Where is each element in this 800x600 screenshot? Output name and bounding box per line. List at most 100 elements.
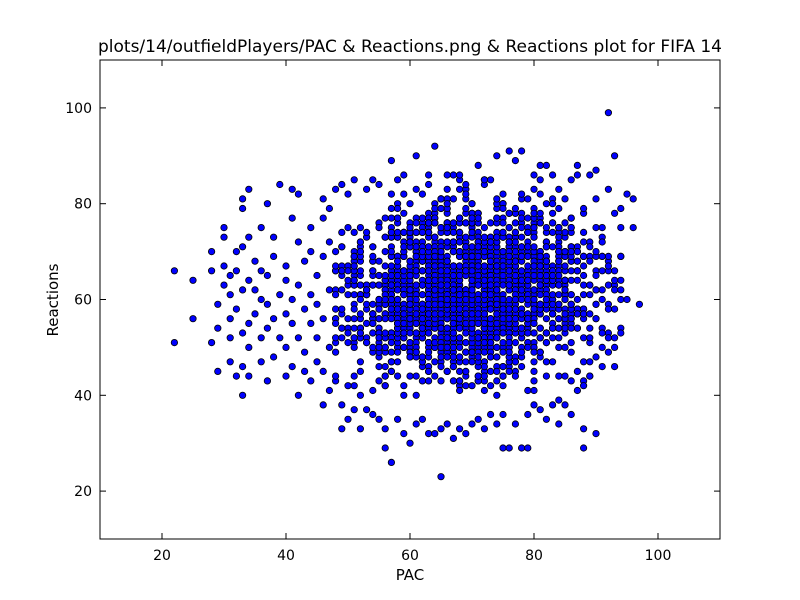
scatter-point xyxy=(232,305,240,313)
scatter-point xyxy=(276,291,284,299)
scatter-point xyxy=(530,209,538,217)
scatter-point xyxy=(424,377,433,385)
scatter-point xyxy=(462,310,470,318)
scatter-point xyxy=(356,367,364,375)
scatter-point xyxy=(536,219,544,227)
scatter-point xyxy=(542,338,551,347)
scatter-point xyxy=(586,291,594,299)
scatter-point xyxy=(387,315,395,323)
scatter-point xyxy=(586,171,594,179)
scatter-point xyxy=(350,276,358,284)
scatter-point xyxy=(499,348,507,356)
scatter-point xyxy=(455,305,464,313)
scatter-point xyxy=(443,185,451,193)
scatter-point xyxy=(393,271,402,280)
scatter-point xyxy=(499,315,507,323)
scatter-point xyxy=(369,267,377,275)
scatter-point xyxy=(400,382,408,390)
scatter-point xyxy=(536,161,544,169)
scatter-point xyxy=(505,295,513,304)
scatter-point xyxy=(468,214,476,222)
scatter-point xyxy=(443,224,451,232)
scatter-point xyxy=(573,248,582,256)
scatter-point xyxy=(610,209,619,217)
scatter-point xyxy=(561,372,569,380)
scatter-point xyxy=(468,348,476,356)
scatter-point xyxy=(170,338,178,347)
scatter-point xyxy=(369,300,377,308)
scatter-point xyxy=(387,190,395,198)
scatter-point xyxy=(412,310,420,318)
scatter-point xyxy=(474,262,482,270)
scatter-point xyxy=(338,267,346,275)
scatter-point xyxy=(350,252,358,260)
scatter-point xyxy=(369,386,377,395)
scatter-point xyxy=(455,214,464,222)
scatter-point xyxy=(530,233,538,241)
scatter-point xyxy=(579,382,588,390)
scatter-point xyxy=(381,315,389,323)
scatter-point xyxy=(561,262,569,270)
scatter-point xyxy=(617,276,625,284)
scatter-point xyxy=(474,415,482,423)
scatter-point xyxy=(350,324,358,332)
scatter-point xyxy=(431,252,439,260)
scatter-point xyxy=(431,310,439,318)
scatter-point xyxy=(530,319,538,327)
scatter-point xyxy=(517,276,526,284)
scatter-point xyxy=(592,166,600,174)
scatter-point xyxy=(462,252,470,260)
scatter-point xyxy=(555,372,563,380)
scatter-point xyxy=(387,358,395,366)
scatter-point xyxy=(524,444,532,452)
scatter-point xyxy=(381,295,389,304)
scatter-point xyxy=(592,353,600,361)
scatter-point xyxy=(245,276,253,284)
scatter-point xyxy=(536,176,544,184)
scatter-point xyxy=(362,228,371,236)
scatter-point xyxy=(313,300,321,308)
scatter-point xyxy=(604,185,613,193)
scatter-point xyxy=(369,329,377,337)
scatter-point xyxy=(313,358,321,366)
scatter-point xyxy=(424,310,433,318)
scatter-point xyxy=(579,334,588,342)
scatter-point xyxy=(208,248,216,256)
scatter-point xyxy=(276,180,284,189)
scatter-point xyxy=(455,171,464,179)
scatter-point xyxy=(573,324,582,332)
scatter-point xyxy=(561,324,569,332)
scatter-point xyxy=(424,267,433,275)
scatter-point xyxy=(455,377,464,385)
scatter-point xyxy=(610,267,619,275)
scatter-point xyxy=(263,271,271,280)
scatter-point xyxy=(400,171,408,179)
scatter-point xyxy=(350,176,358,184)
scatter-point xyxy=(449,319,457,327)
scatter-point xyxy=(455,367,464,375)
scatter-point xyxy=(393,358,402,366)
scatter-point xyxy=(369,343,377,351)
y-tick-label: 60 xyxy=(74,293,92,309)
points-layer xyxy=(170,109,644,481)
scatter-point xyxy=(555,315,563,323)
scatter-point xyxy=(431,372,439,380)
scatter-point xyxy=(462,348,470,356)
scatter-point xyxy=(610,276,619,284)
scatter-point xyxy=(511,238,520,246)
scatter-point xyxy=(480,291,488,299)
scatter-point xyxy=(567,377,575,385)
scatter-point xyxy=(536,334,544,342)
scatter-point xyxy=(567,338,575,347)
scatter-point xyxy=(474,252,482,260)
scatter-point xyxy=(511,157,520,165)
scatter-point xyxy=(536,300,544,308)
scatter-point xyxy=(449,377,457,385)
scatter-point xyxy=(604,252,613,260)
scatter-point xyxy=(251,286,259,294)
scatter-point xyxy=(493,195,501,203)
scatter-point xyxy=(486,338,495,347)
scatter-point xyxy=(505,444,513,452)
scatter-point xyxy=(462,429,470,438)
